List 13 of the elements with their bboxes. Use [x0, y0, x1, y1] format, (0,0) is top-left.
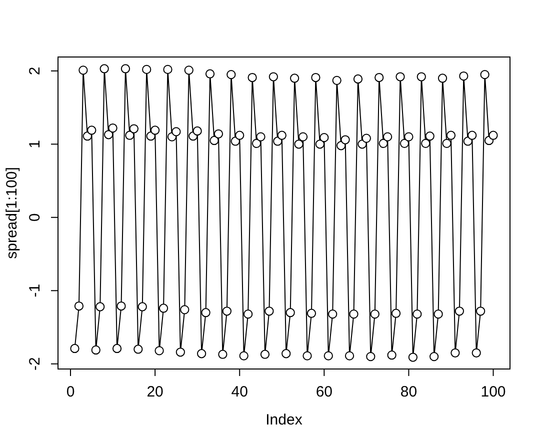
- x-tick-label: 60: [316, 384, 333, 400]
- x-axis-title: Index: [266, 412, 303, 428]
- y-tick-label: -2: [26, 357, 44, 371]
- y-tick-label: 2: [26, 66, 44, 76]
- y-tick-label: 0: [26, 213, 44, 222]
- x-tick-label: 80: [400, 384, 418, 400]
- y-axis-title: spread[1:100]: [4, 167, 20, 259]
- x-tick-label: 40: [231, 384, 248, 400]
- x-tick-label: 100: [480, 384, 506, 400]
- x-tick-label: 20: [146, 384, 164, 400]
- x-tick-label: 0: [66, 384, 75, 400]
- y-tick-label: -1: [26, 284, 44, 298]
- y-tick-label: 1: [26, 140, 44, 148]
